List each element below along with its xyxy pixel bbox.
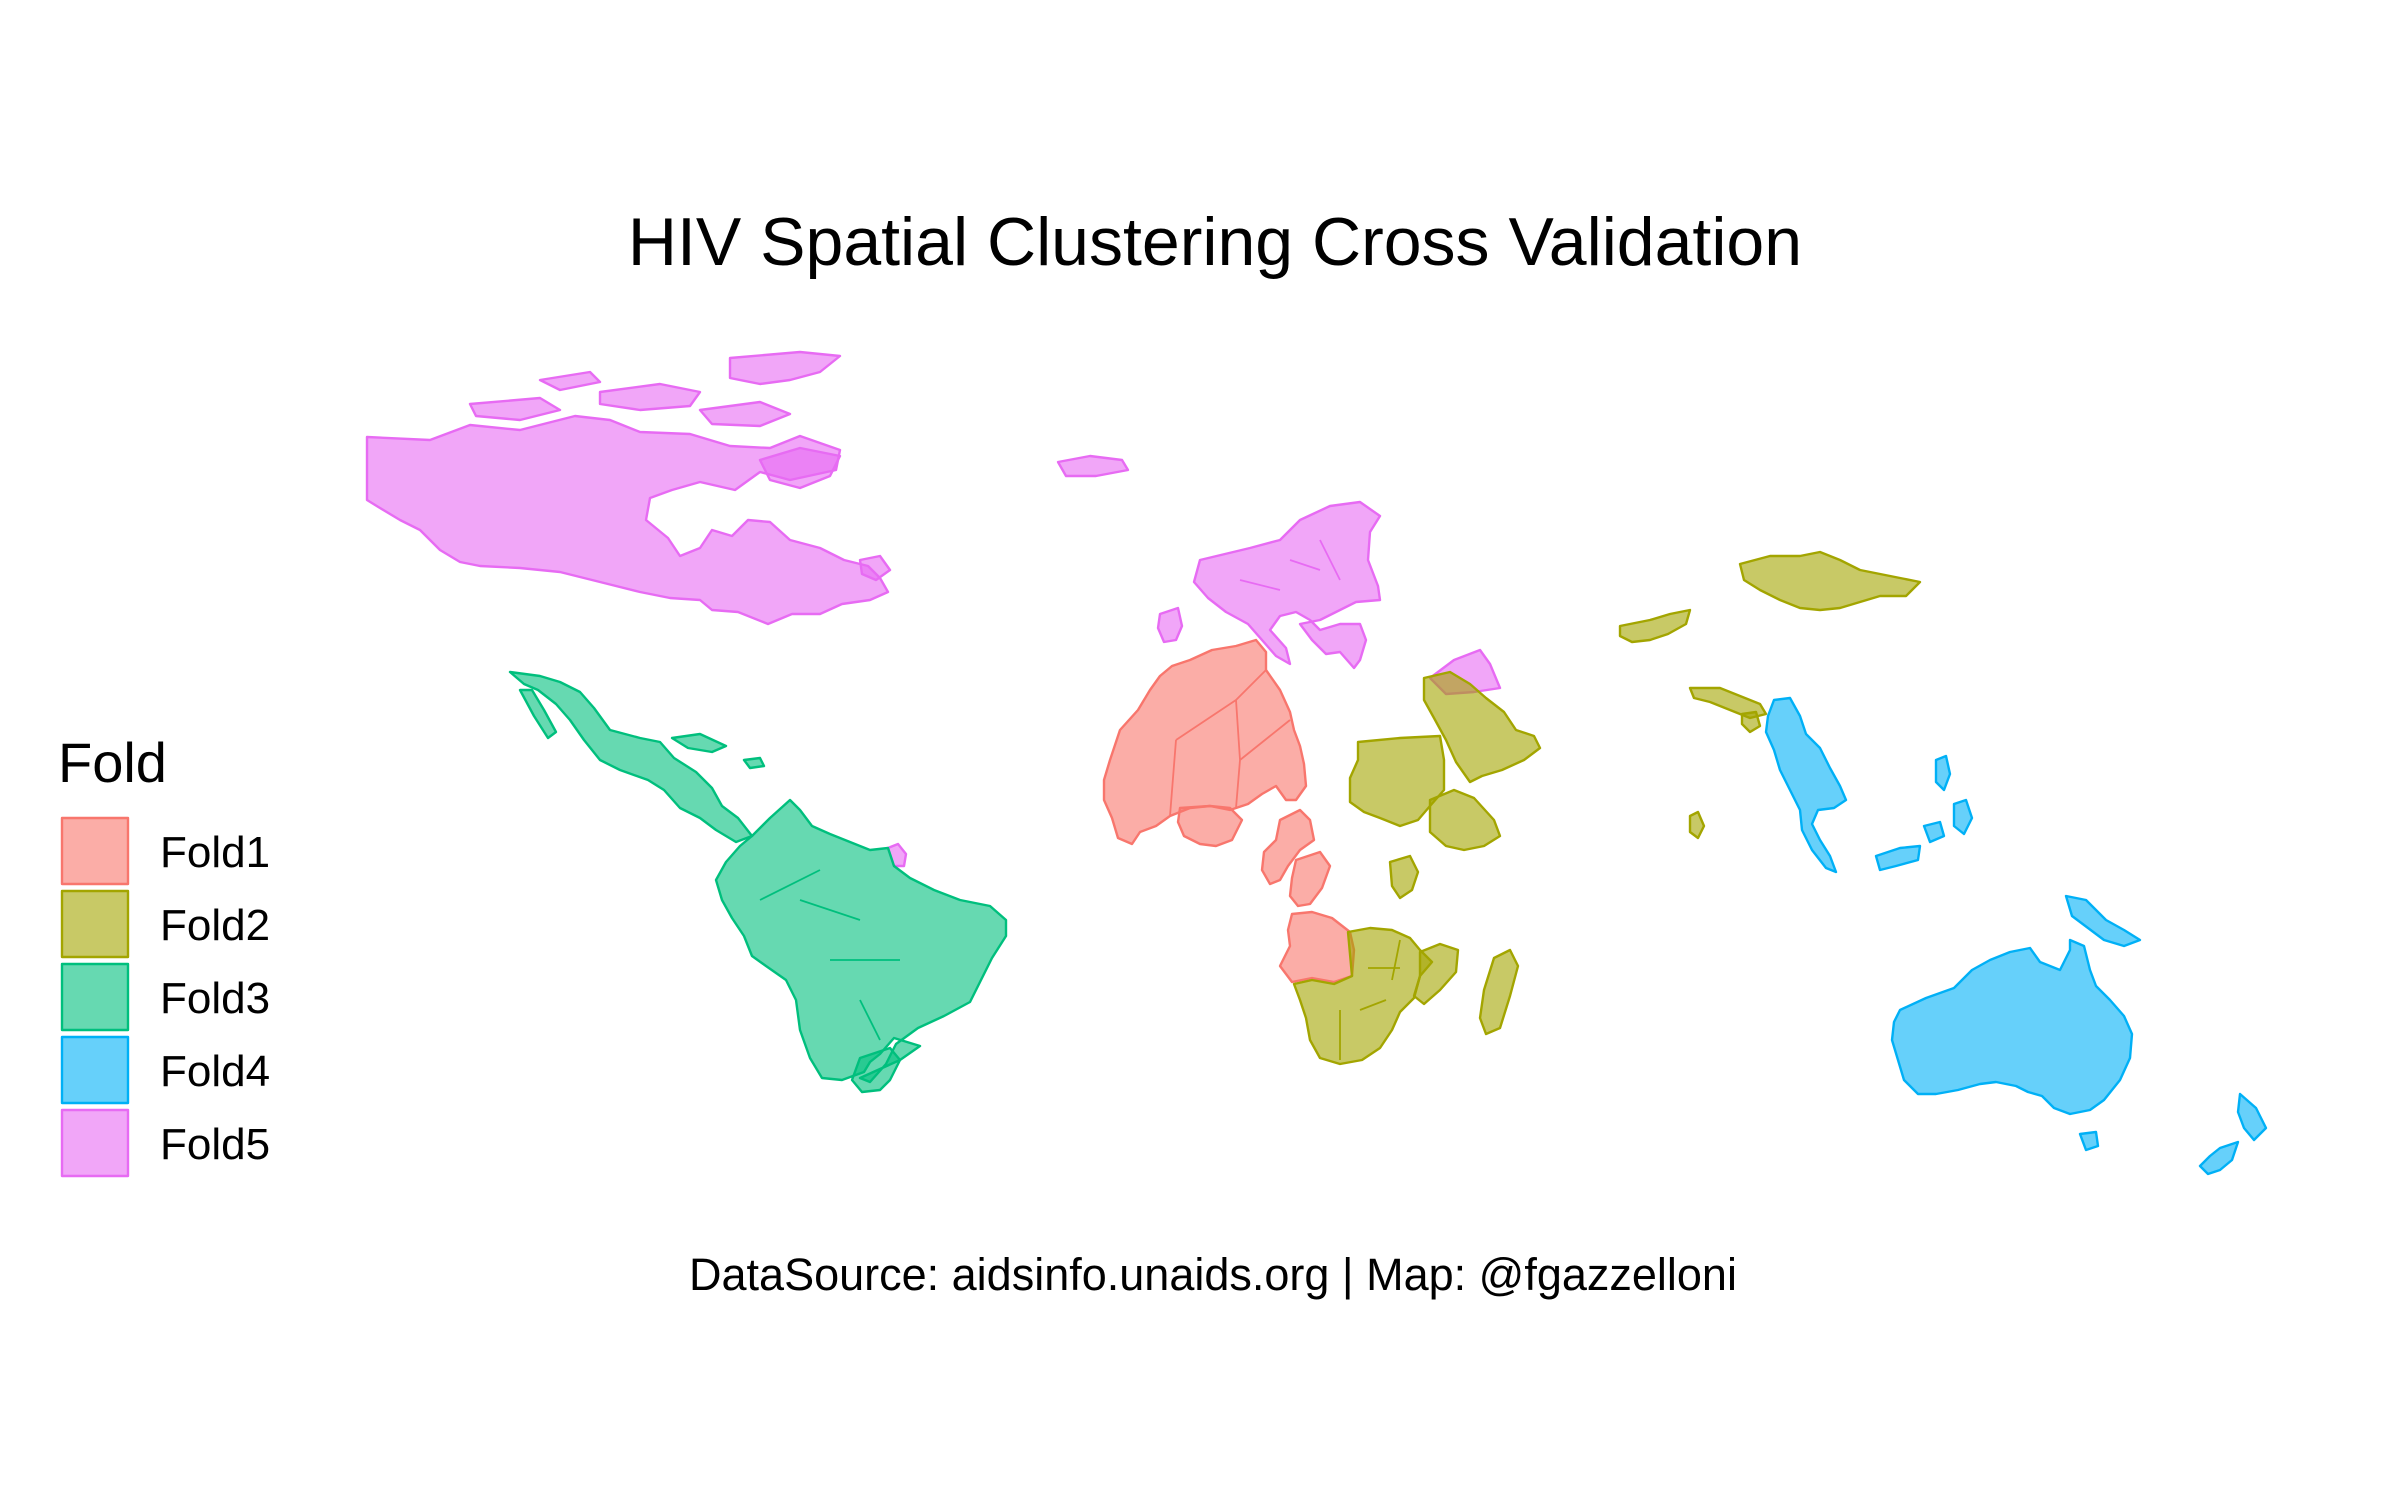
region-papua-new-guinea[interactable] [2064, 894, 2142, 948]
legend-key-fold2 [60, 889, 130, 959]
legend-label-fold1: Fold1 [160, 828, 270, 877]
region-europe[interactable] [1192, 500, 1382, 670]
region-caribbean-hispaniola[interactable] [742, 756, 766, 770]
region-new-zealand-north[interactable] [2236, 1092, 2268, 1142]
region-iberia[interactable] [1156, 606, 1184, 644]
region-philippines[interactable] [1934, 754, 1952, 792]
region-angola[interactable] [1278, 910, 1356, 984]
region-gulf-of-guinea[interactable] [1176, 804, 1244, 848]
region-southern-cone[interactable] [850, 1046, 902, 1094]
region-canada-arctic-5[interactable] [538, 370, 602, 392]
legend-title: Fold [58, 731, 167, 794]
region-baja-california[interactable] [518, 688, 558, 740]
region-central-asia[interactable] [1618, 608, 1692, 644]
legend-key-fold5 [60, 1108, 130, 1178]
map-layer [365, 350, 2268, 1176]
country-borders [759, 539, 1401, 1060]
legend-item-fold4[interactable]: Fold4 [60, 1035, 270, 1105]
region-tasmania[interactable] [2078, 1130, 2100, 1152]
region-canada-arctic-2[interactable] [598, 382, 702, 412]
region-north-west-africa[interactable] [1102, 638, 1308, 846]
region-east-africa[interactable] [1388, 854, 1420, 900]
region-bangladesh[interactable] [1740, 710, 1762, 734]
region-sri-lanka[interactable] [1688, 810, 1706, 840]
region-southern-africa[interactable] [1292, 926, 1434, 1066]
legend-label-fold2: Fold2 [160, 901, 270, 950]
region-newfoundland[interactable] [858, 554, 892, 582]
country-canada [365, 350, 892, 626]
legend-key-fold3 [60, 962, 130, 1032]
legend-item-fold2[interactable]: Fold2 [60, 889, 270, 959]
region-new-zealand-south[interactable] [2198, 1140, 2240, 1176]
legend-item-fold3[interactable]: Fold3 [60, 962, 270, 1032]
legend-item-fold5[interactable]: Fold5 [60, 1108, 270, 1178]
region-canada-arctic-1[interactable] [728, 350, 842, 386]
region-caribbean-cuba[interactable] [670, 732, 728, 754]
map-title: HIV Spatial Clustering Cross Validation [628, 204, 1802, 280]
region-arabian-peninsula[interactable] [1422, 670, 1542, 784]
region-mozambique[interactable] [1412, 942, 1460, 1006]
legend-label-fold3: Fold3 [160, 974, 270, 1023]
region-southeast-asia[interactable] [1764, 696, 1848, 874]
border-line [759, 869, 900, 1041]
border-line [1239, 539, 1341, 591]
region-south-america[interactable] [714, 798, 1008, 1084]
region-canada-mainland[interactable] [365, 414, 890, 626]
region-central-africa[interactable] [1260, 808, 1316, 886]
legend-label-fold5: Fold5 [160, 1120, 270, 1169]
region-canada-arctic-3[interactable] [468, 396, 562, 422]
region-philippines-south[interactable] [1952, 798, 1974, 836]
region-greenland[interactable] [1056, 454, 1130, 478]
region-mongolia[interactable] [1738, 550, 1922, 612]
region-canada-arctic-4[interactable] [698, 400, 792, 428]
region-mexico-central-america[interactable] [508, 670, 754, 844]
legend-key-fold1 [60, 816, 130, 886]
legend-item-fold1[interactable]: Fold1 [60, 816, 270, 886]
region-central-africa-south[interactable] [1288, 850, 1332, 908]
border-line [1339, 939, 1401, 1060]
region-ethiopia[interactable] [1428, 788, 1502, 852]
map-caption: DataSource: aidsinfo.unaids.org | Map: @… [689, 1249, 1737, 1300]
region-sudan[interactable] [1348, 734, 1446, 828]
region-indonesia-east[interactable] [1922, 820, 1946, 844]
region-madagascar[interactable] [1478, 948, 1520, 1036]
region-canada-baffin[interactable] [758, 446, 842, 490]
region-indonesia[interactable] [1874, 844, 1922, 872]
legend-key-fold4 [60, 1035, 130, 1105]
border-line [1169, 669, 1291, 817]
region-australia[interactable] [1890, 938, 2134, 1116]
legend: Fold Fold1 Fold2 Fold3 Fold4 Fold5 [58, 731, 270, 1178]
legend-label-fold4: Fold4 [160, 1047, 270, 1096]
